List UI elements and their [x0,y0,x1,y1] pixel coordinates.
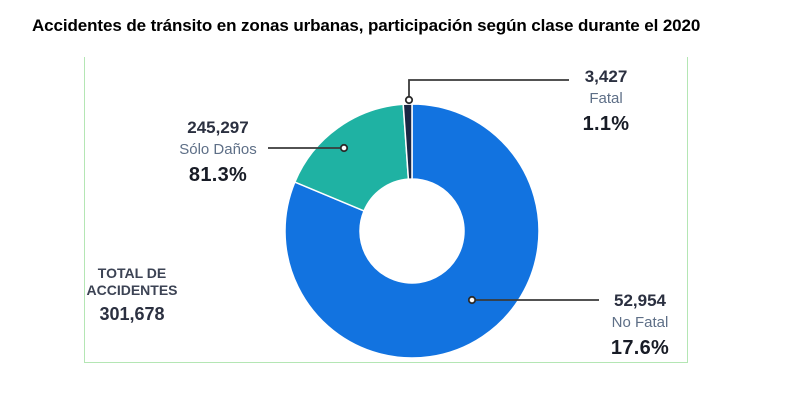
callout-fatal: 3,427 Fatal 1.1% [583,66,630,136]
leader-line-fatal [408,79,569,97]
leader-marker-no-fatal [467,295,477,305]
total-label-line2: ACCIDENTES [86,282,178,298]
page-title: Accidentes de tránsito en zonas urbanas,… [32,16,701,35]
total-accidents-block: TOTAL DE ACCIDENTES 301,678 [86,265,177,325]
no-fatal-percent: 17.6% [610,337,670,359]
fatal-label: Fatal [589,90,623,107]
solo-danos-value: 245,297 [187,118,249,137]
no-fatal-label: No Fatal [611,314,669,331]
callout-no-fatal: 52,954 No Fatal 17.6% [611,290,669,360]
leader-marker-solo-danos [339,143,349,153]
no-fatal-value: 52,954 [614,291,666,310]
total-label-line1: TOTAL DE [97,265,167,281]
callout-solo-danos: 245,297 Sólo Daños 81.3% [179,117,257,187]
donut-arcs [284,103,540,359]
donut-chart [268,79,599,359]
donut-slice-0 [284,103,540,359]
solo-danos-label: Sólo Daños [179,141,257,158]
chart-panel: 3,427 Fatal 1.1% 245,297 Sólo Daños 81.3… [84,57,688,363]
fatal-value: 3,427 [584,67,628,86]
solo-danos-percent: 81.3% [188,164,248,186]
donut-slice-2 [402,103,413,180]
total-value: 301,678 [99,304,165,324]
donut-slice-1 [293,103,410,212]
fatal-percent: 1.1% [582,113,630,135]
leader-marker-fatal [404,95,414,105]
